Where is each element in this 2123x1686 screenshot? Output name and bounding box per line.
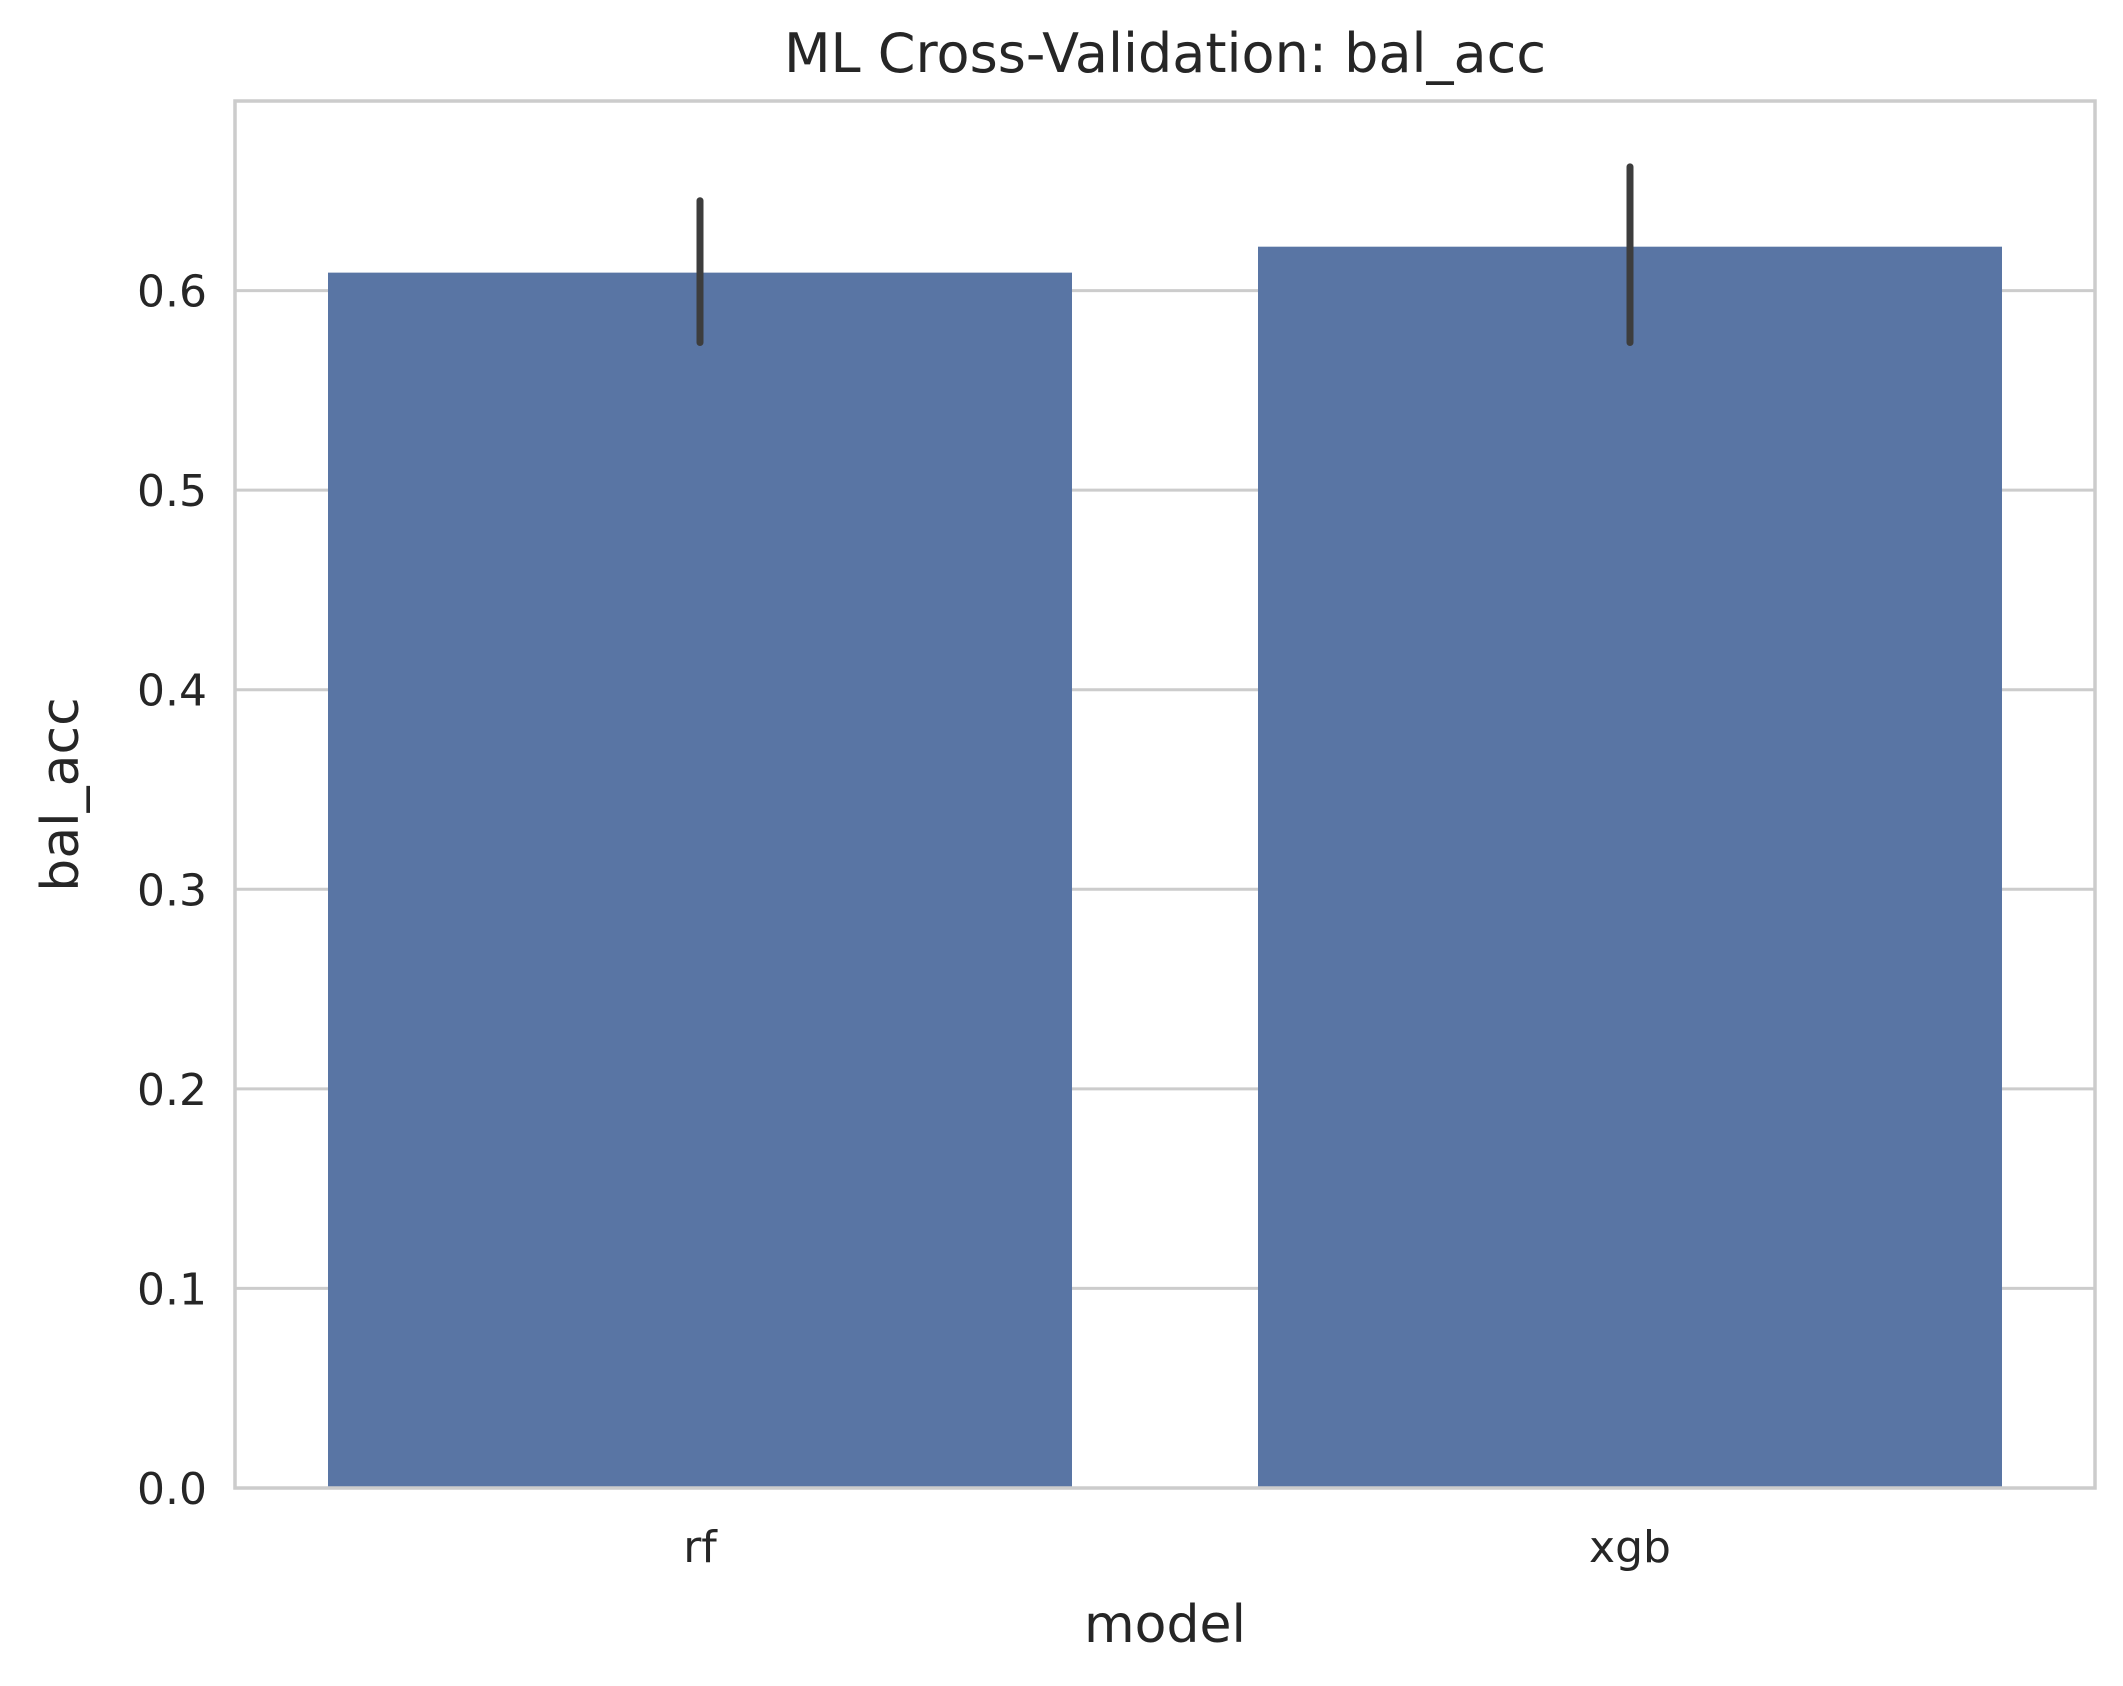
bars (328, 246, 2002, 1488)
y-tick-label: 0.4 (137, 666, 207, 717)
y-tick-label: 0.5 (137, 466, 207, 517)
y-tick-label: 0.3 (137, 865, 207, 916)
x-axis-label: model (1084, 1595, 1246, 1655)
y-axis-label: bal_acc (31, 697, 91, 891)
y-tick-label: 0.1 (137, 1264, 207, 1315)
error-bars (696, 163, 1634, 346)
plot-frame (233, 99, 2097, 1490)
y-tick-labels: 0.0 0.1 0.2 0.3 0.4 0.5 0.6 (137, 267, 207, 1515)
x-tick-label: rf (683, 1522, 718, 1573)
y-tick-label: 0.0 (137, 1464, 207, 1515)
x-tick-labels: rf xgb (683, 1522, 1671, 1573)
bar-xgb (1258, 246, 2002, 1488)
chart-title: ML Cross-Validation: bal_acc (784, 22, 1546, 85)
bar-rf (328, 272, 1072, 1488)
y-tick-label: 0.2 (137, 1065, 207, 1116)
y-tick-label: 0.6 (137, 267, 207, 318)
x-tick-label: xgb (1589, 1522, 1671, 1573)
